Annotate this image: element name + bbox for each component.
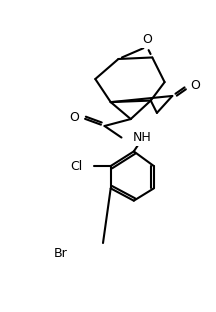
Text: NH: NH <box>132 131 151 144</box>
Text: O: O <box>69 111 79 124</box>
Text: O: O <box>142 33 152 46</box>
Text: Cl: Cl <box>71 159 83 173</box>
Text: O: O <box>190 79 200 92</box>
Text: Br: Br <box>54 247 68 260</box>
